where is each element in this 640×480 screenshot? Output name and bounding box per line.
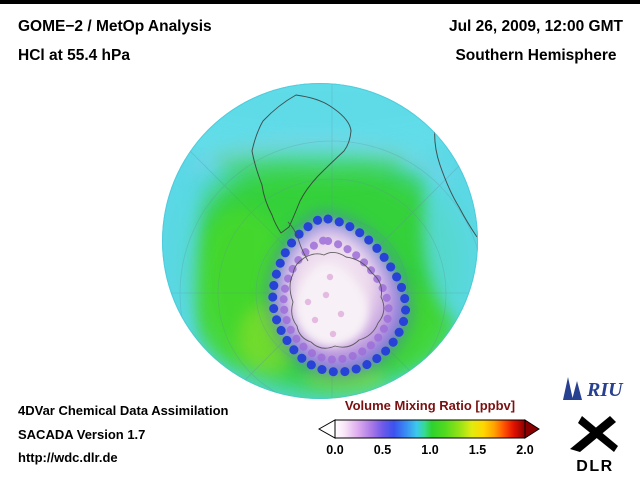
riu-cathedral-icon bbox=[563, 377, 582, 400]
colorbar-ticks: 0.0 0.5 1.0 1.5 2.0 bbox=[326, 443, 533, 458]
colorbar-scale bbox=[318, 419, 540, 439]
product-title: GOME−2 / MetOp Analysis bbox=[18, 18, 212, 35]
riu-logo: RIU bbox=[557, 374, 627, 406]
hemisphere-map bbox=[160, 81, 480, 401]
antarctic-peninsula-outline bbox=[287, 221, 309, 262]
colorbar-title: Volume Mixing Ratio [ppbv] bbox=[344, 398, 516, 413]
tick-label-2: 1.0 bbox=[421, 443, 439, 457]
polar-vortex bbox=[273, 219, 406, 372]
riu-logo-text: RIU bbox=[586, 379, 624, 401]
tick-label-4: 2.0 bbox=[516, 443, 534, 457]
footer-credits: 4DVar Chemical Data Assimilation SACADA … bbox=[18, 399, 229, 470]
dlr-logo: DLR bbox=[566, 413, 624, 476]
colorbar-gradient-bar bbox=[334, 419, 526, 439]
colorbar-arrow-left bbox=[318, 419, 336, 439]
header-left: GOME−2 / MetOp Analysis HCl at 55.4 hPa bbox=[18, 12, 212, 70]
url-label[interactable]: http://wdc.dlr.de bbox=[18, 450, 118, 465]
dlr-logo-text: DLR bbox=[576, 458, 614, 475]
vortex-core-dots bbox=[304, 273, 345, 338]
header-right: Jul 26, 2009, 12:00 GMT Southern Hemisph… bbox=[449, 12, 623, 70]
hemisphere-label: Southern Hemisphere bbox=[455, 47, 617, 64]
hemisphere-globe bbox=[162, 83, 478, 399]
africa-outline bbox=[434, 110, 478, 238]
species-level-label: HCl at 55.4 hPa bbox=[18, 47, 130, 64]
assimilation-label: 4DVar Chemical Data Assimilation bbox=[18, 403, 229, 418]
window-top-edge bbox=[0, 0, 640, 4]
south-america-outline bbox=[251, 94, 352, 234]
tick-label-0: 0.0 bbox=[326, 443, 344, 457]
colorbar: Volume Mixing Ratio [ppbv] 0.0 0.5 1.0 1… bbox=[318, 398, 542, 458]
antarctica-outline bbox=[289, 252, 385, 349]
datetime-label: Jul 26, 2009, 12:00 GMT bbox=[448, 18, 623, 35]
colorbar-arrow-right bbox=[524, 419, 540, 439]
globe-rim bbox=[162, 83, 478, 399]
dlr-wing-icon bbox=[570, 416, 618, 452]
version-label: SACADA Version 1.7 bbox=[18, 426, 146, 442]
tick-label-3: 1.5 bbox=[468, 443, 487, 457]
tick-label-1: 0.5 bbox=[373, 443, 392, 457]
